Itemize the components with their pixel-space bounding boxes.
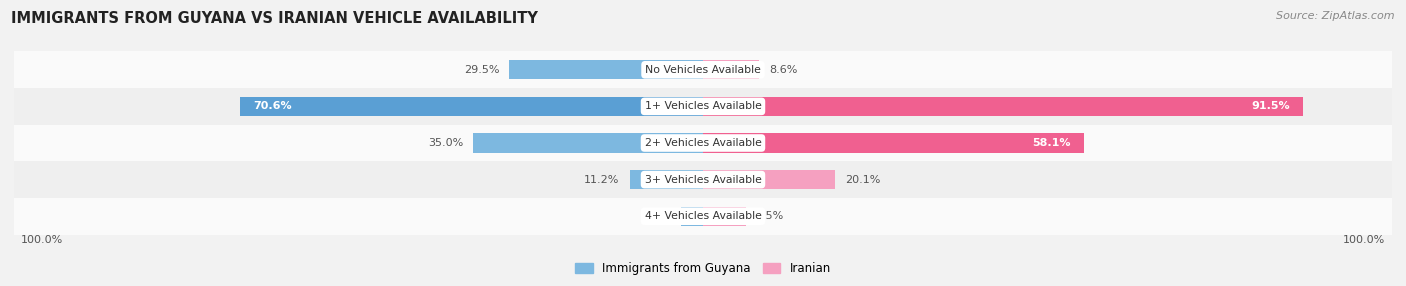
Bar xyxy=(509,60,703,79)
Text: 58.1%: 58.1% xyxy=(1032,138,1071,148)
Bar xyxy=(14,88,1392,125)
Bar xyxy=(14,125,1392,161)
Bar xyxy=(703,134,1084,152)
Text: 3+ Vehicles Available: 3+ Vehicles Available xyxy=(644,175,762,184)
Text: No Vehicles Available: No Vehicles Available xyxy=(645,65,761,75)
Text: 100.0%: 100.0% xyxy=(1343,235,1385,245)
Bar xyxy=(14,198,1392,235)
Text: 3.4%: 3.4% xyxy=(643,211,671,221)
Bar xyxy=(703,97,1303,116)
Text: 8.6%: 8.6% xyxy=(769,65,797,75)
Text: 11.2%: 11.2% xyxy=(585,175,620,184)
Bar xyxy=(703,207,745,226)
Bar xyxy=(630,170,703,189)
Text: 6.5%: 6.5% xyxy=(755,211,783,221)
Text: IMMIGRANTS FROM GUYANA VS IRANIAN VEHICLE AVAILABILITY: IMMIGRANTS FROM GUYANA VS IRANIAN VEHICL… xyxy=(11,11,538,26)
Bar xyxy=(681,207,703,226)
Text: 1+ Vehicles Available: 1+ Vehicles Available xyxy=(644,102,762,111)
Text: Source: ZipAtlas.com: Source: ZipAtlas.com xyxy=(1277,11,1395,21)
Text: 4+ Vehicles Available: 4+ Vehicles Available xyxy=(644,211,762,221)
Bar xyxy=(14,161,1392,198)
Bar xyxy=(14,51,1392,88)
Legend: Immigrants from Guyana, Iranian: Immigrants from Guyana, Iranian xyxy=(571,257,835,280)
Text: 70.6%: 70.6% xyxy=(253,102,291,111)
Bar xyxy=(474,134,703,152)
Bar xyxy=(703,60,759,79)
Text: 91.5%: 91.5% xyxy=(1251,102,1291,111)
Bar xyxy=(703,170,835,189)
Bar xyxy=(240,97,703,116)
Text: 100.0%: 100.0% xyxy=(21,235,63,245)
Text: 2+ Vehicles Available: 2+ Vehicles Available xyxy=(644,138,762,148)
Text: 20.1%: 20.1% xyxy=(845,175,880,184)
Text: 35.0%: 35.0% xyxy=(429,138,464,148)
Text: 29.5%: 29.5% xyxy=(464,65,499,75)
